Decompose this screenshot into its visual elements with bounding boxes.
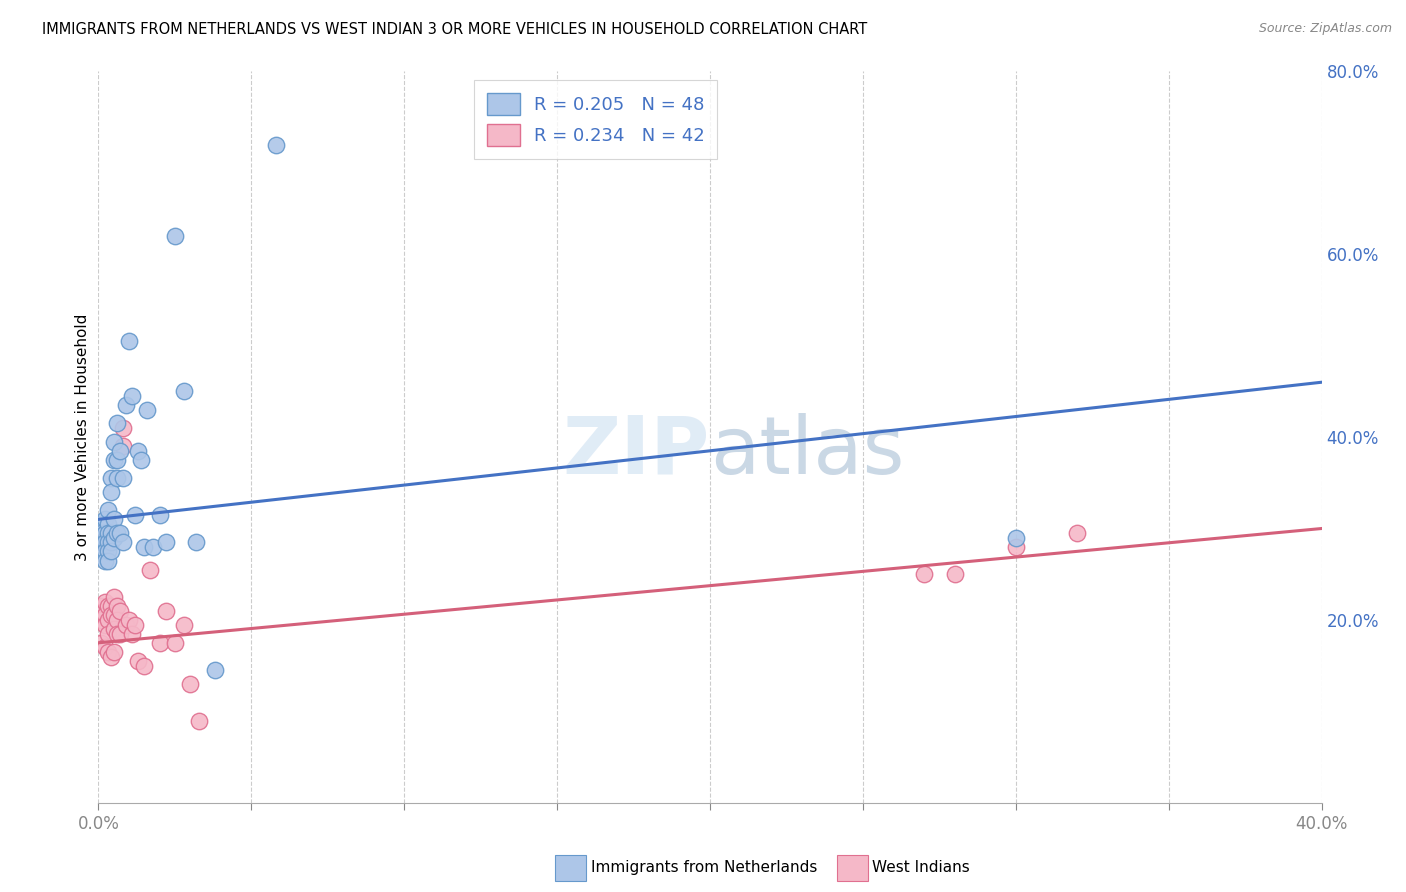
Point — [100, 526, 122, 541]
Point — [93, 553, 115, 567]
Point — [136, 402, 159, 417]
Point — [149, 508, 172, 522]
Point — [155, 535, 177, 549]
Point — [111, 535, 134, 549]
Point — [1066, 526, 1088, 541]
Point — [93, 544, 115, 558]
Point — [188, 714, 211, 728]
Point — [93, 640, 115, 655]
Point — [100, 544, 122, 558]
Point — [105, 626, 128, 640]
Point — [97, 544, 120, 558]
Point — [111, 471, 134, 485]
Point — [108, 443, 131, 458]
Text: IMMIGRANTS FROM NETHERLANDS VS WEST INDIAN 3 OR MORE VEHICLES IN HOUSEHOLD CORRE: IMMIGRANTS FROM NETHERLANDS VS WEST INDI… — [42, 22, 868, 37]
Point — [105, 526, 128, 541]
Point — [173, 617, 195, 632]
Point — [108, 626, 131, 640]
Point — [204, 663, 226, 677]
Point — [103, 434, 125, 449]
Point — [97, 516, 120, 531]
Point — [100, 485, 122, 500]
Point — [121, 626, 143, 640]
Text: Source: ZipAtlas.com: Source: ZipAtlas.com — [1258, 22, 1392, 36]
Point — [105, 471, 128, 485]
Point — [90, 526, 112, 541]
Point — [97, 526, 120, 541]
Point — [90, 535, 112, 549]
Point — [93, 512, 115, 526]
Point — [163, 228, 186, 243]
Point — [186, 535, 208, 549]
Point — [103, 453, 125, 467]
Point — [100, 649, 122, 664]
Point — [90, 613, 112, 627]
Point — [93, 526, 115, 541]
Point — [142, 540, 165, 554]
Point — [97, 535, 120, 549]
Point — [118, 613, 141, 627]
Point — [105, 599, 128, 614]
Y-axis label: 3 or more Vehicles in Household: 3 or more Vehicles in Household — [75, 313, 90, 561]
Point — [124, 617, 146, 632]
Point — [103, 590, 125, 604]
Point — [943, 567, 966, 582]
Point — [134, 540, 156, 554]
Point — [97, 599, 120, 614]
Point — [118, 334, 141, 348]
Legend: R = 0.205   N = 48, R = 0.234   N = 42: R = 0.205 N = 48, R = 0.234 N = 42 — [474, 80, 717, 159]
Point — [105, 613, 128, 627]
Point — [163, 636, 186, 650]
Point — [173, 384, 195, 399]
Point — [100, 535, 122, 549]
Point — [103, 608, 125, 623]
Point — [105, 417, 128, 431]
Point — [103, 645, 125, 659]
Point — [100, 608, 122, 623]
Point — [93, 617, 115, 632]
Point — [97, 645, 120, 659]
Point — [103, 512, 125, 526]
Point — [912, 567, 935, 582]
Point — [134, 658, 156, 673]
Point — [93, 535, 115, 549]
Point — [108, 604, 131, 618]
Point — [1004, 540, 1026, 554]
Point — [103, 622, 125, 636]
Point — [127, 443, 149, 458]
Point — [108, 526, 131, 541]
Text: Immigrants from Netherlands: Immigrants from Netherlands — [591, 860, 817, 874]
Point — [139, 563, 162, 577]
Point — [124, 508, 146, 522]
Text: atlas: atlas — [710, 413, 904, 491]
Point — [97, 613, 120, 627]
Point — [103, 531, 125, 545]
Point — [264, 137, 287, 152]
Point — [97, 503, 120, 517]
Point — [1004, 531, 1026, 545]
Point — [155, 604, 177, 618]
Point — [111, 421, 134, 435]
Point — [93, 608, 115, 623]
Point — [90, 599, 112, 614]
Point — [127, 654, 149, 668]
Point — [149, 636, 172, 650]
Point — [90, 636, 112, 650]
Point — [100, 599, 122, 614]
Point — [111, 439, 134, 453]
Point — [97, 553, 120, 567]
Point — [93, 594, 115, 608]
Point — [115, 398, 138, 412]
Point — [90, 516, 112, 531]
Point — [129, 453, 152, 467]
Text: ZIP: ZIP — [562, 413, 710, 491]
Point — [115, 617, 138, 632]
Text: West Indians: West Indians — [872, 860, 970, 874]
Point — [105, 453, 128, 467]
Point — [97, 626, 120, 640]
Point — [179, 677, 201, 691]
Point — [121, 389, 143, 403]
Point — [100, 471, 122, 485]
